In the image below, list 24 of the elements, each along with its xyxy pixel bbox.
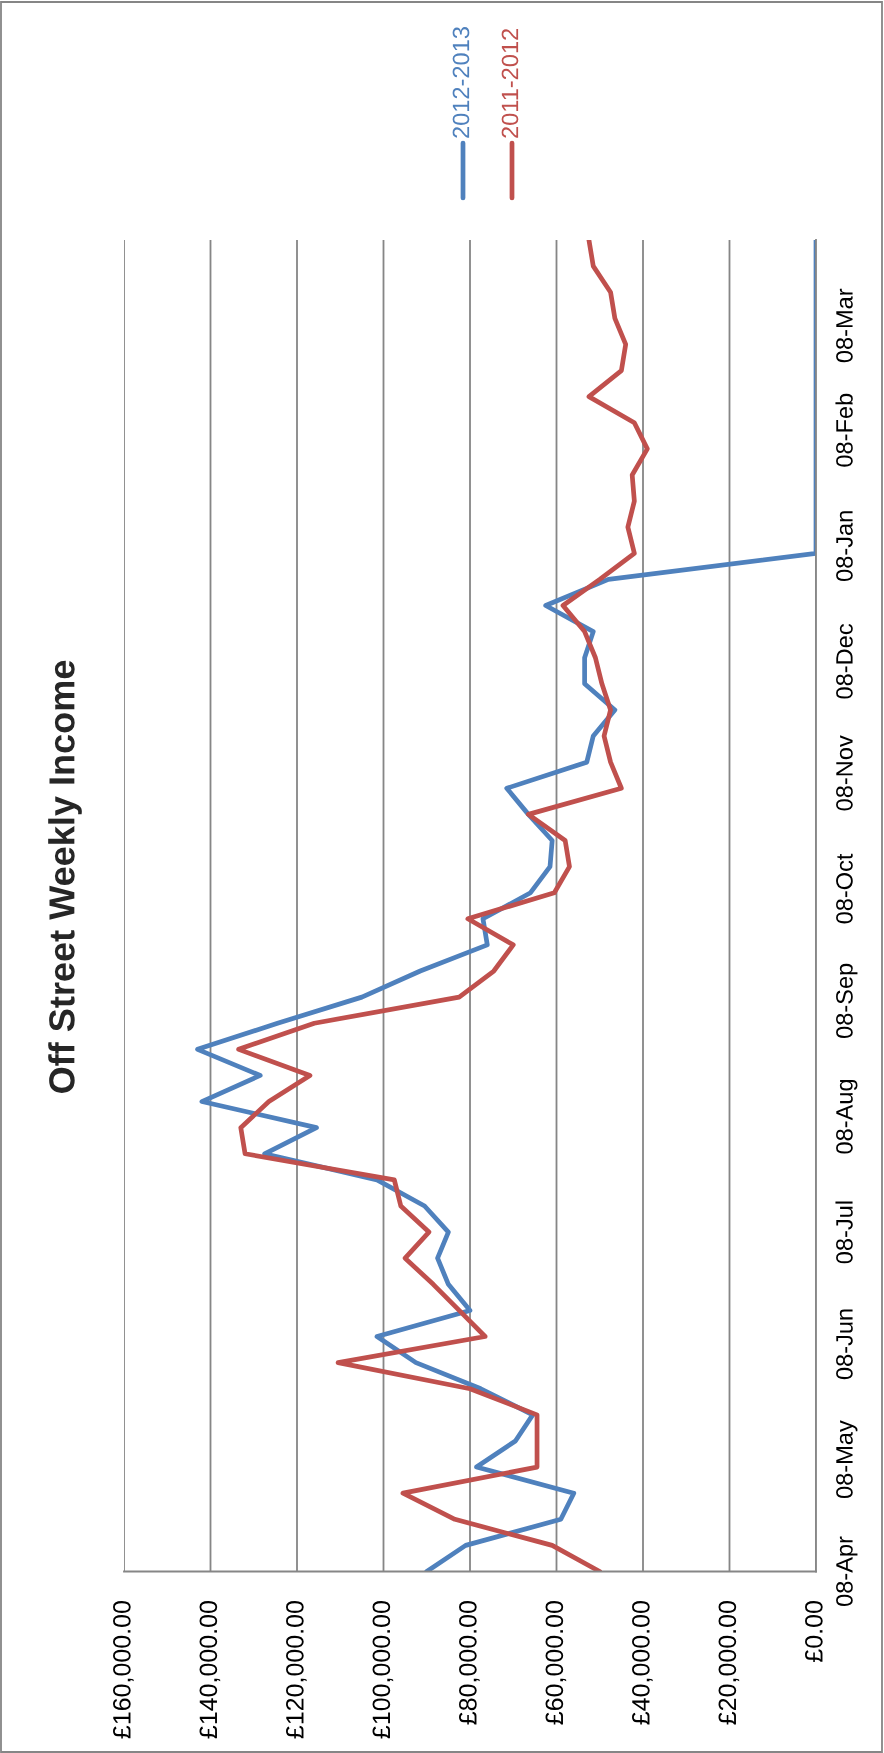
y-tick-label: 08-Nov [836,735,853,811]
y-tick-label: 08-Aug [836,1079,858,1154]
y-tick-label: 08-Feb [835,393,853,467]
x-tick-label: £100,000.00 [372,1601,394,1739]
x-tick-label: £60,000.00 [545,1601,567,1725]
text: 2012-2013 [452,27,470,138]
x-tick-label: £0.00 [805,1601,823,1662]
x-tick-label: £80,000.00 [459,1601,480,1725]
y-tick-label: 08-Oct [836,853,853,924]
x-tick-label: £40,000.00 [632,1601,653,1725]
x-tick-label: £120,000.00 [286,1601,307,1739]
y-tick-label: 08-Apr [836,1536,858,1607]
x-tick-label: £140,000.00 [199,1601,221,1739]
y-tick-label: 08-Jul [835,1201,853,1264]
y-tick-label: 08-Dec [836,624,853,699]
x-tick-label: £160,000.00 [113,1601,134,1739]
text: 2011-2012 [501,29,519,138]
x-tick-label: £20,000.00 [718,1601,740,1725]
y-tick-label: 08-Jun [836,1309,853,1380]
y-tick-label: 08-Jan [836,511,853,582]
y-tick-label: 08-May [836,1420,858,1499]
y-tick-label: 08-Mar [836,288,853,363]
y-tick-label: 08-Sep [836,963,858,1038]
text: Off Street Weekly Income [48,660,82,1093]
